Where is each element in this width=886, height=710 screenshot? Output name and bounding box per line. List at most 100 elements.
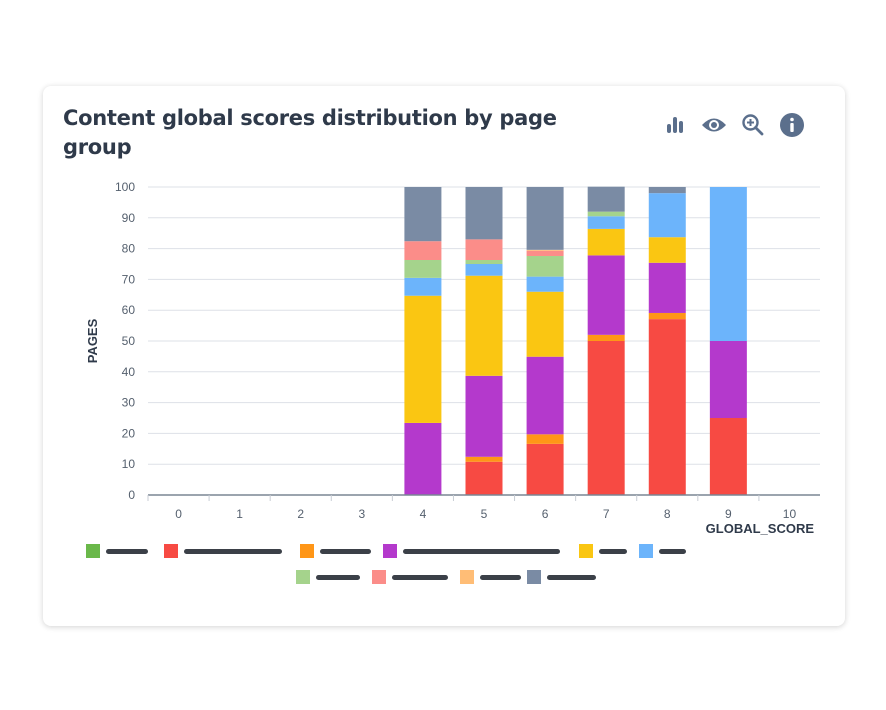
bar-segment (404, 277, 442, 296)
bar-segment (526, 291, 564, 357)
bar-segment (404, 187, 442, 242)
legend-label-redacted (547, 574, 596, 580)
bar-segment (404, 241, 442, 260)
y-tick-label: 30 (122, 396, 136, 410)
bar-segment (526, 434, 564, 444)
bar-segment (526, 250, 564, 256)
bar-segment (465, 264, 503, 276)
y-tick-label: 40 (122, 365, 136, 379)
bar-segment (587, 255, 625, 335)
bar-segment (709, 341, 747, 418)
x-tick-label: 5 (481, 507, 488, 521)
bar-segment (587, 186, 625, 212)
bar-segment (465, 239, 503, 260)
bar-segment (526, 255, 564, 277)
y-tick-label: 70 (122, 272, 136, 286)
bar-segment (648, 262, 686, 313)
x-tick-label: 8 (664, 507, 671, 521)
legend-item[interactable] (372, 570, 448, 584)
legend-swatch (639, 544, 653, 558)
bar-segment (404, 259, 442, 278)
legend-swatch (296, 570, 310, 584)
bar-segment (587, 228, 625, 256)
bar-segment (709, 187, 747, 341)
x-tick-label: 7 (603, 507, 610, 521)
legend-item[interactable] (639, 544, 686, 558)
bar-segment (465, 456, 503, 462)
legend-swatch (300, 544, 314, 558)
bar-segment (526, 187, 564, 250)
legend-label-redacted (659, 548, 686, 554)
x-tick-label: 2 (297, 507, 304, 521)
y-tick-label: 0 (128, 488, 135, 502)
legend-label-redacted (184, 548, 282, 554)
legend-row (296, 570, 596, 584)
y-tick-label: 90 (122, 211, 136, 225)
bar-segment (648, 187, 686, 194)
x-tick-label: 1 (236, 507, 243, 521)
legend-item[interactable] (164, 544, 282, 558)
bar-segment (465, 275, 503, 376)
zoom-in-icon[interactable] (733, 112, 772, 138)
bar-segment (465, 375, 503, 457)
bar-segment (526, 356, 564, 435)
bar-segment (648, 237, 686, 263)
legend-item[interactable] (579, 544, 627, 558)
bar-segment (587, 341, 625, 495)
legend-item[interactable] (86, 544, 148, 558)
x-tick-label: 10 (783, 507, 797, 521)
y-tick-label: 100 (115, 180, 135, 194)
legend-swatch (383, 544, 397, 558)
bar-segment (465, 187, 503, 240)
y-tick-label: 60 (122, 303, 136, 317)
legend-swatch (527, 570, 541, 584)
bar-segment (587, 216, 625, 229)
bar-segment (465, 461, 503, 495)
legend-swatch (164, 544, 178, 558)
bar-segment (526, 276, 564, 292)
info-icon[interactable] (772, 112, 811, 138)
bar-segment (526, 443, 564, 495)
bar-segment (526, 249, 564, 251)
legend-swatch (460, 570, 474, 584)
x-tick-label: 9 (725, 507, 732, 521)
bar-segment (587, 211, 625, 217)
legend-label-redacted (403, 548, 560, 554)
bar-segment (648, 319, 686, 495)
bar-segment (709, 418, 747, 495)
legend-label-redacted (480, 574, 521, 580)
chart-title: Content global scores distribution by pa… (63, 106, 557, 159)
x-tick-label: 3 (358, 507, 365, 521)
legend-label-redacted (599, 548, 627, 554)
legend-item[interactable] (527, 570, 596, 584)
legend-swatch (86, 544, 100, 558)
x-tick-label: 4 (420, 507, 427, 521)
legend-swatch (372, 570, 386, 584)
y-tick-label: 50 (122, 334, 136, 348)
bar-segment (404, 422, 442, 495)
legend-item[interactable] (300, 544, 371, 558)
legend-label-redacted (392, 574, 448, 580)
legend-label-redacted (106, 548, 148, 554)
y-tick-label: 20 (122, 426, 136, 440)
x-tick-label: 6 (542, 507, 549, 521)
bar-segment (648, 312, 686, 320)
legend-item[interactable] (296, 570, 360, 584)
y-tick-label: 80 (122, 242, 136, 256)
legend-label-redacted (316, 574, 360, 580)
bar-segment (404, 295, 442, 423)
legend-label-redacted (320, 548, 371, 554)
eye-icon[interactable] (694, 112, 733, 138)
x-tick-label: 0 (175, 507, 182, 521)
legend-swatch (579, 544, 593, 558)
legend-item[interactable] (383, 544, 560, 558)
bar-segment (648, 193, 686, 238)
y-tick-label: 10 (122, 457, 136, 471)
chart-toolbar (655, 112, 811, 138)
bar-segment (587, 334, 625, 341)
bar-chart-icon[interactable] (655, 112, 694, 138)
legend-row (86, 544, 686, 558)
y-axis-label: PAGES (85, 318, 100, 363)
legend-item[interactable] (460, 570, 521, 584)
